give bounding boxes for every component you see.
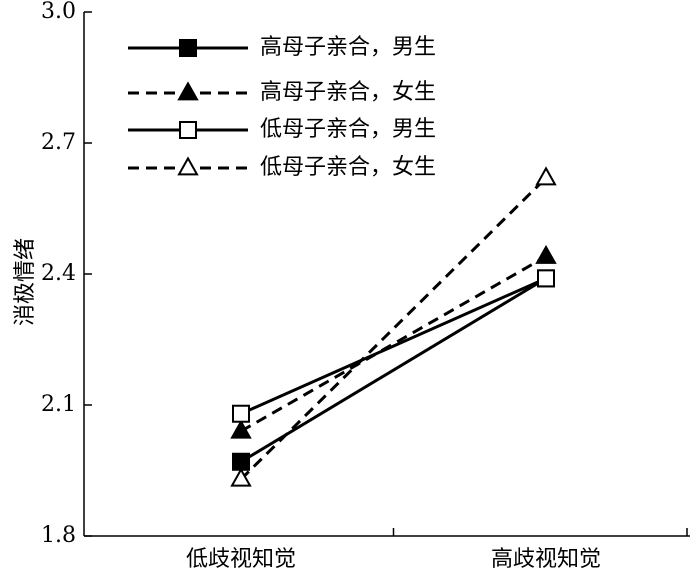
data-point — [537, 269, 555, 288]
series-4 — [230, 166, 557, 487]
legend-marker — [177, 81, 199, 101]
series-3 — [232, 269, 555, 423]
series-line — [239, 176, 548, 481]
y-tick-label: 2.1 — [41, 392, 76, 417]
series-layer — [230, 166, 557, 487]
legend-label: 高母子亲合，女生 — [260, 80, 436, 105]
legend-marker — [179, 39, 197, 57]
y-tick-label: 3.0 — [41, 0, 76, 24]
data-point — [230, 419, 252, 439]
data-point — [535, 166, 557, 186]
series-line — [240, 255, 547, 433]
legend-label: 高母子亲合，男生 — [260, 35, 436, 60]
data-point — [230, 467, 252, 487]
y-tick-label: 2.4 — [41, 261, 76, 286]
legend-item: 高母子亲合，男生 — [128, 35, 436, 60]
y-axis-title: 消极情绪 — [13, 238, 38, 326]
legend-item: 低母子亲合，男生 — [128, 117, 436, 142]
data-point — [232, 452, 250, 471]
legend-marker — [177, 156, 199, 176]
series-2 — [230, 244, 557, 439]
data-point — [232, 404, 250, 423]
series-line — [240, 276, 547, 416]
x-tick-label: 低歧视知觉 — [186, 547, 296, 572]
legend-label: 低母子亲合，女生 — [260, 155, 436, 180]
data-point — [535, 244, 557, 264]
y-tick-label: 1.8 — [41, 523, 76, 548]
legend-item: 高母子亲合，女生 — [128, 80, 436, 105]
legend-item: 低母子亲合，女生 — [128, 155, 436, 180]
series-line — [240, 277, 547, 464]
x-tick-label: 高歧视知觉 — [491, 547, 601, 572]
y-tick-label: 2.7 — [41, 130, 76, 155]
legend-label: 低母子亲合，男生 — [260, 117, 436, 142]
axes: 1.8 2.1 2.4 2.7 3.0 低歧视知觉 高歧视知觉 — [41, 0, 690, 572]
legend-marker — [179, 121, 197, 139]
